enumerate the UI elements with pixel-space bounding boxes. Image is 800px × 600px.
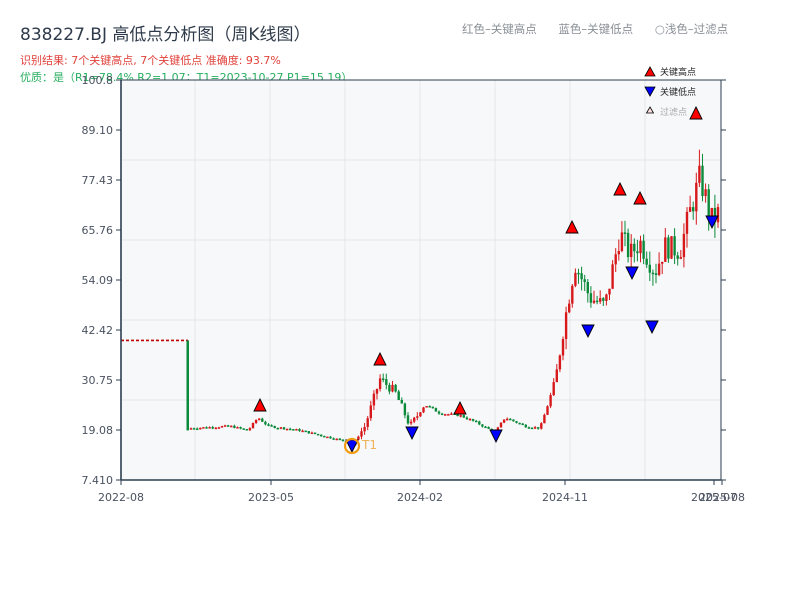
svg-text:65.76: 65.76 xyxy=(82,224,114,237)
svg-text:42.42: 42.42 xyxy=(82,324,114,337)
svg-text:100.8: 100.8 xyxy=(82,74,114,87)
key-high-marker-icon xyxy=(613,181,627,196)
svg-text:19.08: 19.08 xyxy=(82,424,114,437)
legend-light-label: ○浅色–过滤点 xyxy=(654,22,729,36)
markers xyxy=(253,105,719,455)
color-legend: 红色–关键高点 蓝色–关键低点 ○浅色–过滤点 xyxy=(462,21,728,37)
svg-text:2024-11: 2024-11 xyxy=(542,491,588,504)
axes: 7.410 19.08 30.75 42.42 54.09 65.76 77.43 89.10… xyxy=(82,74,745,504)
high-marker-icon xyxy=(644,66,656,77)
svg-text:30.75: 30.75 xyxy=(82,374,114,387)
legend-high-label: 关键高点 xyxy=(660,66,696,78)
key-low-marker-icon xyxy=(625,266,639,281)
svg-text:2024-02: 2024-02 xyxy=(397,491,443,504)
svg-text:77.43: 77.43 xyxy=(82,174,114,187)
filtered-marker-icon xyxy=(645,106,655,114)
recognition-result: 识别结果: 7个关键高点, 7个关键低点 准确度: 93.7% xyxy=(20,54,281,67)
key-high-marker-icon xyxy=(565,219,579,234)
legend-red-label: 红色–关键高点 xyxy=(462,22,537,36)
svg-text:7.410: 7.410 xyxy=(82,474,114,487)
chart-title: 838227.BJ 高低点分析图（周K线图） xyxy=(20,25,311,45)
legend-low-label: 关键低点 xyxy=(660,86,696,98)
key-high-marker-icon xyxy=(633,190,647,205)
svg-text:2025-08: 2025-08 xyxy=(699,491,745,504)
key-low-marker-icon xyxy=(645,320,659,335)
svg-text:2025-07: 2025-07 xyxy=(691,491,737,504)
key-low-marker-icon xyxy=(705,215,719,230)
low-marker-icon xyxy=(644,86,656,97)
key-high-marker-icon xyxy=(373,351,387,366)
plot-legend: 关键高点 关键低点 过滤点 xyxy=(644,66,696,118)
key-high-marker-icon xyxy=(453,400,467,415)
key-low-marker-icon xyxy=(581,324,595,339)
key-high-marker-icon xyxy=(253,397,267,412)
legend-filtered-label: 过滤点 xyxy=(660,106,687,118)
key-low-marker-icon xyxy=(489,429,503,444)
legend-blue-label: 蓝色–关键低点 xyxy=(558,22,634,36)
t1-label: T1 xyxy=(361,438,377,452)
grid-lines xyxy=(121,80,721,480)
key-low-marker-icon xyxy=(405,426,419,441)
svg-text:54.09: 54.09 xyxy=(82,274,114,287)
svg-text:2023-05: 2023-05 xyxy=(248,491,294,504)
t1-circle-icon xyxy=(343,437,361,455)
key-high-marker-icon xyxy=(689,105,703,120)
plot-area xyxy=(121,80,721,480)
svg-text:2022-08: 2022-08 xyxy=(98,491,144,504)
svg-text:89.10: 89.10 xyxy=(82,124,114,137)
